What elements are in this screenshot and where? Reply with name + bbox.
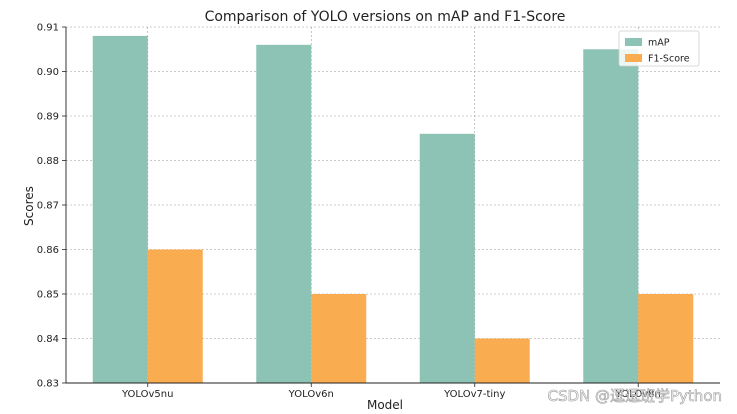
legend-label: mAP bbox=[648, 38, 670, 49]
bar-map-yolov6n bbox=[256, 44, 312, 384]
bar-map-yolov8n bbox=[583, 49, 639, 383]
y-tick-label: 0.85 bbox=[37, 290, 59, 301]
y-tick-label: 0.89 bbox=[37, 112, 59, 123]
legend-label: F1-Score bbox=[648, 54, 690, 65]
y-tick-label: 0.90 bbox=[37, 67, 59, 78]
x-tick-label: YOLOv5nu bbox=[121, 389, 173, 400]
legend: mAP F1-Score bbox=[618, 30, 700, 67]
y-tick-label: 0.84 bbox=[37, 334, 59, 345]
y-tick-label: 0.88 bbox=[37, 156, 59, 167]
bar-f1-score-yolov6n bbox=[311, 294, 367, 383]
y-tick-label: 0.91 bbox=[37, 23, 59, 34]
x-tick-label: YOLOv8n bbox=[615, 389, 661, 400]
y-tick-label: 0.87 bbox=[37, 201, 59, 212]
x-tick-labels: YOLOv5nu YOLOv6n YOLOv7-tiny YOLOv8n bbox=[121, 389, 661, 400]
bar-map-yolov5nu bbox=[92, 35, 148, 384]
bars bbox=[92, 35, 694, 384]
watermark: CSDN @逗逗班学Python bbox=[547, 387, 722, 405]
y-tick-label: 0.83 bbox=[37, 379, 59, 390]
x-tick-label: YOLOv6n bbox=[288, 389, 334, 400]
axes bbox=[62, 26, 720, 387]
bar-map-yolov7-tiny bbox=[419, 133, 475, 383]
bar-f1-score-yolov5nu bbox=[147, 249, 203, 383]
legend-swatch bbox=[625, 54, 642, 62]
chart-title: Comparison of YOLO versions on mAP and F… bbox=[205, 9, 566, 25]
x-tick-label: YOLOv7-tiny bbox=[443, 389, 505, 400]
y-axis-label: Scores bbox=[22, 186, 36, 226]
y-tick-label: 0.86 bbox=[37, 245, 59, 256]
bar-f1-score-yolov8n bbox=[638, 294, 694, 383]
y-tick-labels: 0.83 0.84 0.85 0.86 0.87 0.88 0.89 0.90 0.91 bbox=[37, 23, 59, 390]
bar-f1-score-yolov7-tiny bbox=[474, 338, 530, 383]
legend-swatch bbox=[625, 38, 642, 46]
x-axis-label: Model bbox=[367, 398, 403, 412]
